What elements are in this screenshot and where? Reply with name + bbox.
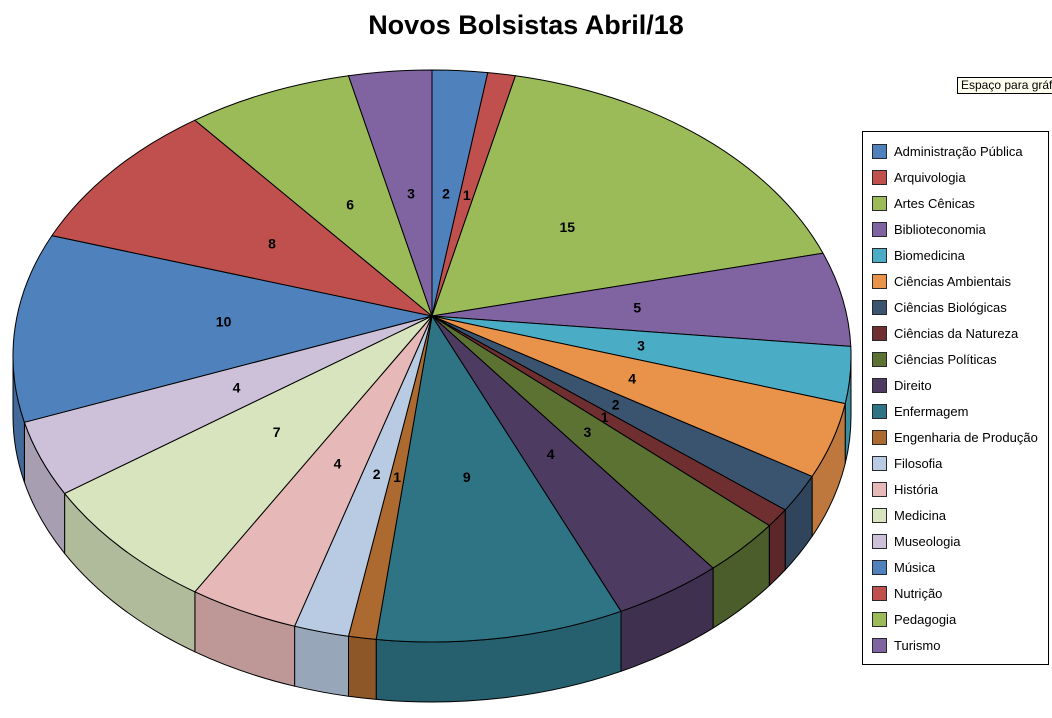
- legend-item-label: Ciências Ambientais: [894, 273, 1012, 289]
- legend: Administração Pública Arquivologia Artes C…: [862, 131, 1049, 665]
- legend-color-swatch-icon: [872, 637, 887, 653]
- legend-item[interactable]: Nutrição: [863, 580, 1048, 606]
- pie-slice[interactable]: [431, 75, 824, 317]
- chart-note-textbox[interactable]: Espaço para gráfic: [957, 77, 1052, 94]
- pie-slice-value-label: 2: [612, 397, 620, 413]
- legend-item[interactable]: Ciências Biológicas: [863, 294, 1048, 320]
- legend-item-label: Música: [894, 559, 936, 575]
- pie-slice[interactable]: [64, 315, 433, 593]
- legend-item[interactable]: Ciências da Natureza: [863, 320, 1048, 346]
- legend-color-swatch-icon: [872, 273, 887, 289]
- pie-slice-value-label: 2: [373, 466, 381, 482]
- legend-item[interactable]: Música: [863, 554, 1048, 580]
- pie-slice[interactable]: [348, 69, 433, 317]
- legend-color-swatch-icon: [872, 507, 887, 523]
- pie-slice-value-label: 6: [346, 196, 354, 212]
- legend-item-label: Enfermagem: [894, 403, 969, 419]
- legend-item[interactable]: Biomedicina: [863, 242, 1048, 268]
- legend-item[interactable]: Turismo: [863, 632, 1048, 658]
- legend-color-swatch-icon: [872, 403, 887, 419]
- legend-item[interactable]: Ciências Políticas: [863, 346, 1048, 372]
- pie-slice-value-label: 4: [547, 446, 555, 462]
- legend-item-label: Arquivologia: [894, 169, 966, 185]
- pie-slice[interactable]: [12, 235, 433, 423]
- pie-slice-value-label: 4: [334, 456, 342, 472]
- legend-item-label: Pedagogia: [894, 611, 957, 627]
- legend-item[interactable]: Filosofia: [863, 450, 1048, 476]
- pie-slice-value-label: 1: [601, 409, 609, 425]
- legend-item[interactable]: Administração Pública: [863, 138, 1048, 164]
- pie-slice-value-label: 4: [233, 379, 241, 395]
- legend-item[interactable]: Museologia: [863, 528, 1048, 554]
- pie-slice-value-label: 10: [216, 314, 232, 330]
- legend-color-swatch-icon: [872, 585, 887, 601]
- legend-item-label: Artes Cênicas: [894, 195, 975, 211]
- legend-item[interactable]: Ciências Ambientais: [863, 268, 1048, 294]
- pie-slice-value-label: 1: [463, 187, 471, 203]
- legend-color-swatch-icon: [872, 247, 887, 263]
- legend-item[interactable]: Direito: [863, 372, 1048, 398]
- legend-item-label: Nutrição: [894, 585, 943, 601]
- legend-item[interactable]: Medicina: [863, 502, 1048, 528]
- legend-item[interactable]: História: [863, 476, 1048, 502]
- legend-color-swatch-icon: [872, 481, 887, 497]
- pie-slice-value-label: 7: [273, 424, 281, 440]
- pie-slice-value-label: 2: [442, 185, 450, 201]
- legend-color-swatch-icon: [872, 351, 887, 367]
- pie-slice[interactable]: [51, 119, 433, 317]
- legend-color-swatch-icon: [872, 195, 887, 211]
- legend-color-swatch-icon: [872, 221, 887, 237]
- legend-item-label: Ciências da Natureza: [894, 325, 1019, 341]
- pie-slice-value-label: 1: [393, 469, 401, 485]
- pie-slice-side[interactable]: [294, 625, 349, 697]
- pie-slice-value-label: 4: [628, 370, 636, 386]
- legend-item-label: História: [894, 481, 939, 497]
- pie-slice-value-label: 8: [268, 236, 276, 252]
- pie-slice[interactable]: [375, 315, 622, 643]
- pie-slice-value-label: 5: [633, 300, 641, 316]
- legend-color-swatch-icon: [872, 325, 887, 341]
- legend-item-label: Administração Pública: [894, 143, 1023, 159]
- legend-color-swatch-icon: [872, 611, 887, 627]
- legend-item-label: Museologia: [894, 533, 961, 549]
- legend-item-label: Filosofia: [894, 455, 943, 471]
- legend-item-label: Biomedicina: [894, 247, 965, 263]
- legend-color-swatch-icon: [872, 299, 887, 315]
- legend-item-label: Direito: [894, 377, 932, 393]
- legend-color-swatch-icon: [872, 455, 887, 471]
- chart-title[interactable]: Novos Bolsistas Abril/18: [368, 10, 684, 40]
- pie-slice-value-label: 15: [560, 219, 576, 235]
- pie-slice-side[interactable]: [348, 635, 377, 700]
- legend-item-label: Biblioteconomia: [894, 221, 986, 237]
- legend-item-label: Ciências Políticas: [894, 351, 997, 367]
- legend-color-swatch-icon: [872, 429, 887, 445]
- legend-color-swatch-icon: [872, 533, 887, 549]
- legend-item-label: Turismo: [894, 637, 941, 653]
- legend-item[interactable]: Engenharia de Produção: [863, 424, 1048, 450]
- legend-item[interactable]: Enfermagem: [863, 398, 1048, 424]
- legend-item-label: Ciências Biológicas: [894, 299, 1007, 315]
- pie-slice-value-label: 9: [463, 469, 471, 485]
- legend-color-swatch-icon: [872, 559, 887, 575]
- legend-item[interactable]: Artes Cênicas: [863, 190, 1048, 216]
- legend-item-label: Medicina: [894, 507, 947, 523]
- legend-color-swatch-icon: [872, 377, 887, 393]
- legend-color-swatch-icon: [872, 169, 887, 185]
- pie-slice[interactable]: [194, 75, 433, 317]
- legend-item[interactable]: Arquivologia: [863, 164, 1048, 190]
- pie-slice-value-label: 3: [584, 424, 592, 440]
- pie-slice-value-label: 3: [637, 338, 645, 354]
- legend-item[interactable]: Pedagogia: [863, 606, 1048, 632]
- legend-item[interactable]: Biblioteconomia: [863, 216, 1048, 242]
- legend-color-swatch-icon: [872, 143, 887, 159]
- legend-item-label: Engenharia de Produção: [894, 429, 1038, 445]
- pie-slice-value-label: 3: [407, 186, 415, 202]
